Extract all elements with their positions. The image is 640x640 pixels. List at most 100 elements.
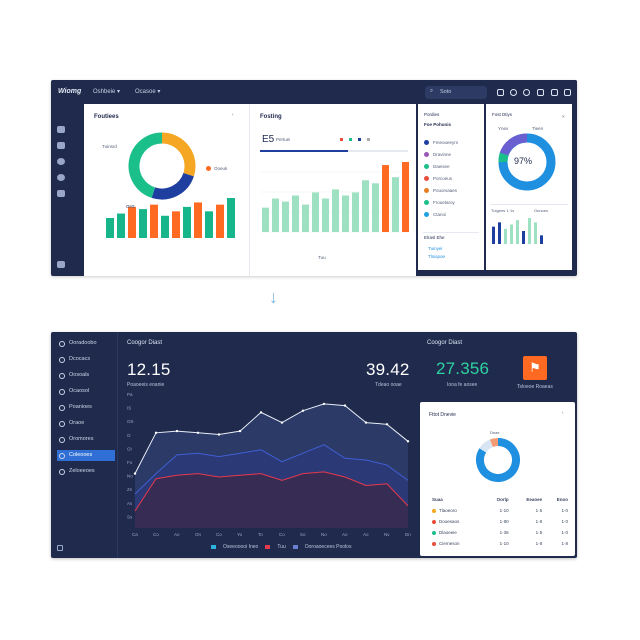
analytics-icon[interactable] bbox=[57, 158, 65, 165]
chart-bar[interactable] bbox=[516, 220, 519, 244]
chart-bar[interactable] bbox=[342, 195, 349, 232]
chart-bar[interactable] bbox=[172, 211, 180, 238]
data-point[interactable] bbox=[238, 429, 242, 433]
data-point[interactable] bbox=[322, 402, 326, 406]
menu-icon[interactable] bbox=[564, 89, 571, 96]
dashboard-icon[interactable] bbox=[57, 126, 65, 133]
chart-bar[interactable] bbox=[194, 202, 202, 238]
product-list-item[interactable]: Frouetaroy bbox=[424, 198, 455, 207]
close-icon[interactable]: × bbox=[562, 114, 565, 119]
table-row[interactable]: Dooesaos 1·80 1·8 1·0 bbox=[430, 516, 570, 527]
sidebar-item[interactable]: Ocaosol bbox=[57, 386, 115, 397]
user-icon[interactable] bbox=[523, 89, 530, 96]
search-input[interactable]: ⌕ Soto bbox=[425, 86, 487, 99]
sidebar-item[interactable]: Ooradoobo bbox=[57, 338, 115, 349]
chart-bar[interactable] bbox=[205, 211, 213, 238]
legend-item[interactable]: Ooroaoecees Poolos bbox=[304, 544, 352, 550]
table-header-cell[interactable]: Eeaoee bbox=[526, 497, 543, 502]
users-icon[interactable] bbox=[57, 174, 65, 181]
calendar-icon[interactable] bbox=[537, 89, 544, 96]
chart-bar[interactable] bbox=[117, 213, 125, 238]
chart-bar[interactable] bbox=[150, 204, 158, 238]
chart-bar[interactable] bbox=[227, 198, 235, 238]
data-point[interactable] bbox=[343, 404, 347, 407]
chart-bar[interactable] bbox=[161, 215, 169, 238]
chart-bar[interactable] bbox=[372, 183, 379, 232]
sidebar-item[interactable]: Oosoals bbox=[57, 370, 115, 381]
data-point[interactable] bbox=[259, 411, 263, 414]
chart-bar[interactable] bbox=[216, 204, 224, 238]
more-icon[interactable]: ‹ bbox=[232, 112, 234, 117]
chart-bar[interactable] bbox=[362, 180, 369, 232]
chart-bar[interactable] bbox=[352, 192, 359, 232]
data-point[interactable] bbox=[175, 429, 179, 433]
chart-bar[interactable] bbox=[534, 222, 537, 244]
grid-icon[interactable] bbox=[551, 89, 558, 96]
tab-2[interactable]: Tieen bbox=[532, 126, 544, 131]
chart-bar[interactable] bbox=[302, 204, 309, 232]
chart-bar[interactable] bbox=[392, 177, 399, 232]
alert-icon[interactable]: ⚑ bbox=[523, 356, 547, 380]
sidebar-item[interactable]: Oromores bbox=[57, 434, 115, 445]
chart-bar[interactable] bbox=[332, 189, 339, 232]
legend-item[interactable]: Tuu bbox=[277, 544, 286, 550]
chart-bar[interactable] bbox=[402, 162, 409, 232]
chart-bar[interactable] bbox=[272, 198, 279, 232]
data-point[interactable] bbox=[385, 423, 389, 426]
chart-bar[interactable] bbox=[540, 235, 543, 244]
table-header-cell[interactable]: Enoo bbox=[556, 497, 568, 502]
data-point[interactable] bbox=[406, 440, 410, 443]
brand-logo[interactable]: Wiomg bbox=[58, 88, 82, 95]
table-header-cell[interactable]: Suaa bbox=[432, 497, 443, 502]
list2-item[interactable]: Tuinyei bbox=[428, 246, 443, 251]
nav-menu-1[interactable]: Oshbeie ▾ bbox=[93, 89, 121, 95]
data-point[interactable] bbox=[217, 433, 221, 436]
data-point[interactable] bbox=[301, 409, 305, 412]
chart-bar[interactable] bbox=[262, 207, 269, 232]
sidebar-item[interactable]: Poanioes bbox=[57, 402, 115, 413]
data-point[interactable] bbox=[133, 472, 137, 475]
table-row[interactable]: Dlaoeeie 1·36 1·5 1·0 bbox=[430, 527, 570, 538]
more-icon[interactable]: ‹ bbox=[562, 410, 564, 415]
chart-bar[interactable] bbox=[282, 201, 289, 232]
series-line[interactable] bbox=[134, 471, 409, 512]
settings-icon[interactable] bbox=[57, 261, 65, 268]
chart-bar[interactable] bbox=[139, 209, 147, 238]
product-list-item[interactable]: Fmeoueeyrs bbox=[424, 138, 458, 147]
list2-item[interactable]: Tlsiopoe bbox=[428, 254, 446, 259]
table-row[interactable]: Tlaoeoro 1·10 1·5 1·0 bbox=[430, 505, 570, 516]
chart-bar[interactable] bbox=[322, 198, 329, 232]
series-line[interactable] bbox=[134, 403, 409, 474]
home-icon[interactable] bbox=[497, 89, 504, 96]
chart-bar[interactable] bbox=[504, 228, 507, 244]
chart-bar[interactable] bbox=[292, 195, 299, 232]
chart-bar[interactable] bbox=[528, 218, 531, 244]
chart-bar[interactable] bbox=[522, 231, 525, 244]
tab-1[interactable]: Ynex bbox=[498, 126, 509, 131]
sidebar-item[interactable]: Dcocacs bbox=[57, 354, 115, 365]
chart-bar[interactable] bbox=[312, 192, 319, 232]
sidebar-item[interactable]: Oraoe bbox=[57, 418, 115, 429]
legend-item[interactable]: Oseeooooi Ineo bbox=[223, 544, 259, 550]
settings-icon[interactable] bbox=[57, 545, 63, 551]
chart-bar[interactable] bbox=[106, 218, 114, 238]
table-row[interactable]: Cierneson 1·10 1·8 1·8 bbox=[430, 538, 570, 549]
sidebar-item[interactable]: Zeloeeoes bbox=[57, 466, 115, 477]
chart-bar[interactable] bbox=[128, 206, 136, 238]
chart-bar[interactable] bbox=[382, 165, 389, 232]
series-line[interactable] bbox=[134, 444, 409, 495]
reports-icon[interactable] bbox=[57, 142, 65, 149]
data-point[interactable] bbox=[364, 421, 368, 424]
sidebar-item[interactable]: Coleooes bbox=[57, 450, 115, 461]
chart-bar[interactable] bbox=[183, 206, 191, 238]
product-list-item[interactable]: Daeisee bbox=[424, 162, 450, 171]
notification-icon[interactable] bbox=[510, 89, 517, 96]
table-header-cell[interactable]: Oorlp bbox=[496, 497, 509, 502]
product-list-item[interactable]: Pouorvaaes bbox=[424, 186, 457, 195]
data-point[interactable] bbox=[154, 431, 158, 434]
chart-bar[interactable] bbox=[492, 226, 495, 244]
product-list-item[interactable]: Ctanoi bbox=[424, 210, 446, 219]
data-point[interactable] bbox=[280, 421, 284, 424]
data-point[interactable] bbox=[196, 431, 200, 434]
messages-icon[interactable] bbox=[57, 190, 65, 197]
